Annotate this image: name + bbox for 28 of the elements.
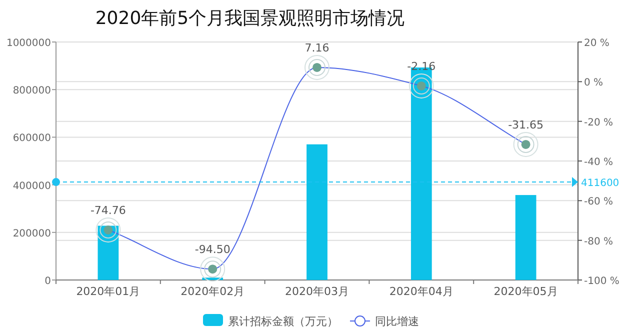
y2-tick-label: -100 % <box>584 276 620 287</box>
x-tick-label: 2020年01月 <box>76 285 140 298</box>
y-tick-label: 600000 <box>12 133 51 144</box>
x-tick-label: 2020年04月 <box>389 285 454 298</box>
y-tick-label: 200000 <box>12 228 51 240</box>
data-label: -31.65 <box>508 118 544 132</box>
data-label: -94.50 <box>194 243 230 256</box>
y-tick-label: 1000000 <box>6 38 51 49</box>
x-tick-label: 2020年02月 <box>180 285 245 298</box>
data-label: 7.16 <box>304 41 330 54</box>
ref-line-label: 411600 <box>581 178 620 190</box>
bar <box>306 144 328 280</box>
x-tick-label: 2020年05月 <box>494 285 558 298</box>
y2-tick-label: 20 % <box>584 38 610 49</box>
y2-tick-label: -40 % <box>584 157 614 168</box>
legend-label: 同比增速 <box>375 315 419 328</box>
y2-tick-label: -60 % <box>584 196 614 208</box>
y-tick-label: 0 <box>44 276 51 287</box>
y2-tick-label: 0 % <box>584 78 604 89</box>
data-label: -74.76 <box>90 204 126 217</box>
y2-tick-label: -20 % <box>584 117 614 128</box>
y-tick-label: 800000 <box>12 86 51 97</box>
y2-tick-label: -80 % <box>584 236 614 248</box>
legend-label: 累计招标金额（万元） <box>228 315 338 328</box>
chart-title: 2020年前5个月我国景观照明市场情况 <box>95 8 405 29</box>
y-tick-label: 400000 <box>12 180 51 192</box>
bar <box>515 195 536 280</box>
x-tick-label: 2020年03月 <box>285 285 349 298</box>
